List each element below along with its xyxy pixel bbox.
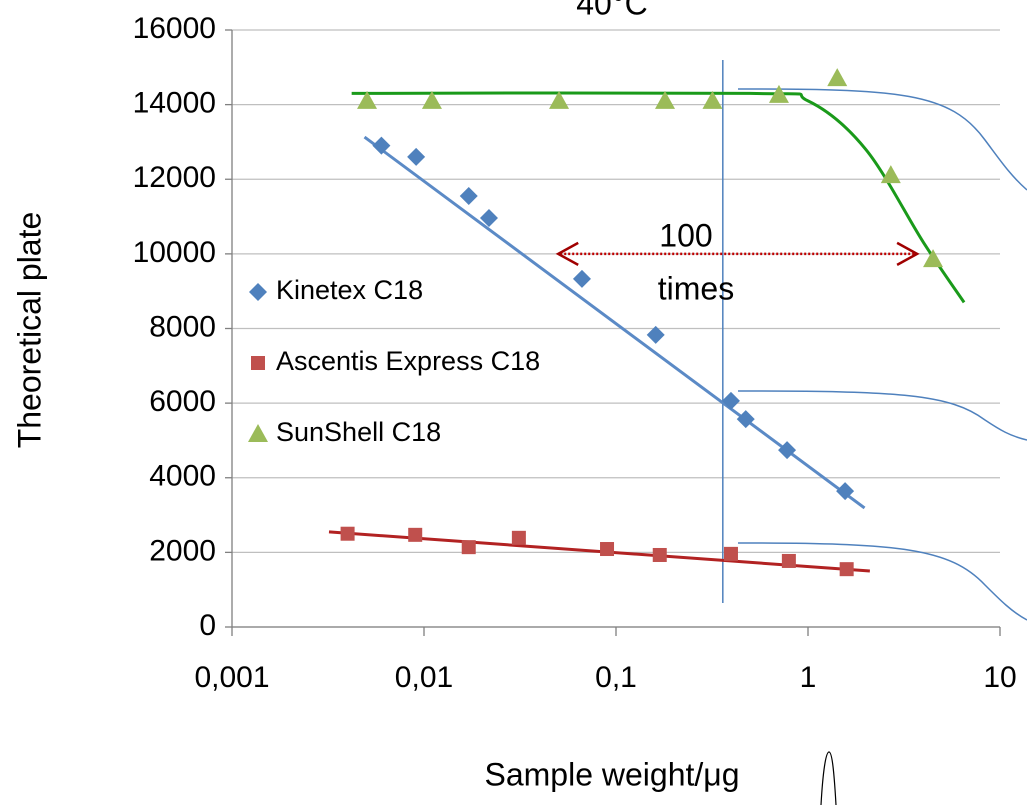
y-tick-label: 14000 [133,87,216,120]
legend-marker [249,283,267,301]
point [408,527,423,542]
legend-label: SunShell C18 [276,417,441,447]
x-axis-label: Sample weight/μg [484,756,739,792]
point [781,553,796,568]
arrow-head [555,241,579,266]
point [827,68,848,87]
point [768,84,789,103]
x-tick-label: 10 [983,661,1016,694]
point [372,136,391,155]
legend-marker [251,356,265,370]
point [421,90,442,109]
legend-label: Kinetex C18 [276,275,423,305]
annotation: 100 [659,217,712,253]
decorative-peaks [737,88,1027,805]
point [572,269,591,288]
point [340,526,355,541]
point [702,90,723,109]
point [511,530,526,545]
y-tick-label: 4000 [149,460,216,493]
y-tick-label: 10000 [133,236,216,269]
point [923,249,944,268]
point [459,187,478,206]
point [880,165,901,184]
y-tick-label: 8000 [149,310,216,343]
point [407,147,426,166]
point [357,90,378,109]
y-axis-label: Theoretical plate [11,212,47,449]
point [646,325,665,344]
point [655,90,676,109]
point [461,540,476,555]
point [836,482,855,501]
point [652,547,667,562]
y-tick-label: 12000 [133,161,216,194]
legend-marker [248,424,268,442]
arrow-head [896,241,920,266]
point [479,209,498,228]
point [723,546,738,561]
point [839,562,854,577]
legend-label: Ascentis Express C18 [276,346,540,376]
chart-title: 40°C [576,0,648,21]
point [721,391,740,410]
x-tick-label: 0,1 [595,661,637,694]
trendline [351,91,966,304]
trendline [363,135,866,510]
point [549,90,570,109]
point [736,410,755,429]
y-tick-label: 6000 [149,385,216,418]
point [600,542,615,557]
x-tick-label: 0,001 [194,661,269,694]
annotation: times [658,270,734,306]
x-tick-label: 0,01 [395,661,453,694]
y-tick-label: 0 [199,609,216,642]
point [778,441,797,460]
y-tick-label: 16000 [133,12,216,45]
x-tick-label: 1 [800,661,817,694]
y-tick-label: 2000 [149,534,216,567]
